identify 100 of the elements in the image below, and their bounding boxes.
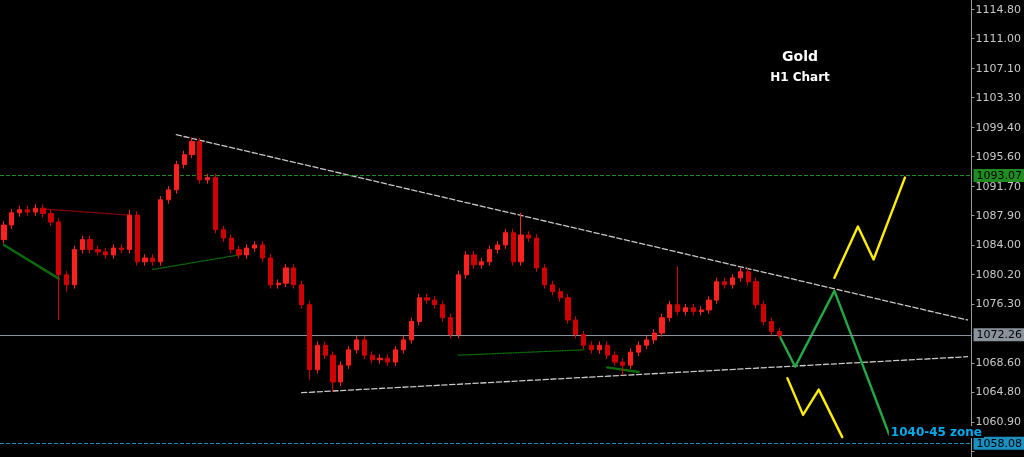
candlestick: [667, 300, 672, 323]
candlestick: [244, 243, 249, 260]
candlestick: [221, 225, 226, 243]
candlestick: [479, 257, 484, 270]
candlestick: [511, 228, 516, 267]
candlestick: [691, 303, 696, 316]
candlestick: [33, 203, 38, 217]
candlestick: [307, 300, 312, 381]
candlestick: [581, 330, 586, 350]
candlestick: [268, 253, 273, 290]
candlestick: [573, 315, 578, 339]
candlestick: [730, 273, 735, 290]
candlestick: [753, 277, 759, 309]
candlestick: [260, 240, 265, 263]
candlestick: [542, 263, 547, 290]
candlestick: [424, 293, 430, 305]
candlestick: [111, 243, 116, 260]
candlestick: [683, 303, 688, 316]
candlestick: [142, 253, 148, 267]
candlestick: [276, 278, 281, 290]
candlestick: [346, 345, 351, 370]
candlestick: [464, 250, 469, 280]
y-tick-label: 1080.20: [975, 267, 1022, 281]
candlestick: [283, 263, 289, 288]
candlestick: [135, 210, 140, 267]
y-tick-label: 1064.80: [975, 385, 1022, 399]
y-tick-label: 1099.40: [975, 120, 1022, 134]
candlestick: [652, 328, 657, 345]
candlestick: [385, 353, 390, 367]
candlestick: [87, 235, 93, 254]
candlestick: [558, 287, 563, 303]
candlestick: [150, 253, 155, 267]
candlestick: [534, 233, 539, 273]
y-tick-label: 1076.30: [975, 297, 1022, 311]
candlestick: [127, 209, 132, 254]
candlestick: [17, 205, 22, 218]
candlestick: [644, 335, 649, 350]
candlestick: [166, 185, 171, 205]
candlestick: [323, 340, 328, 360]
candlestick: [354, 335, 359, 355]
ref-line-label: 1058.08: [976, 436, 1023, 450]
candlestick: [72, 245, 77, 290]
candlestick: [659, 313, 665, 338]
candlestick: [189, 137, 195, 159]
y-tick-label: 1107.10: [975, 61, 1022, 75]
candlestick: [589, 340, 594, 355]
candlestick: [362, 335, 367, 360]
candlestick: [565, 293, 571, 325]
candlestick: [722, 277, 727, 290]
candlestick: [182, 150, 187, 169]
candlestick: [56, 217, 61, 321]
candlestick: [330, 350, 336, 393]
candlestick: [769, 317, 774, 336]
candlestick: [236, 245, 242, 260]
line-series: [786, 376, 844, 439]
candlestick: [550, 280, 555, 296]
y-tick-label: 1095.60: [975, 149, 1022, 163]
text: H1 Chart: [770, 70, 831, 84]
candlestick: [40, 203, 46, 218]
candlestick: [370, 350, 375, 365]
candlestick: [714, 277, 719, 305]
candlestick: [393, 345, 398, 367]
candlestick: [417, 293, 422, 326]
candlestick: [675, 265, 680, 316]
candlestick: [526, 230, 531, 243]
candlestick: [409, 317, 414, 345]
candlestick: [197, 137, 202, 185]
candlestick: [495, 240, 500, 254]
candlestick: [174, 160, 179, 195]
candlestick: [636, 340, 641, 357]
ref-line-label: 1093.07: [976, 169, 1023, 183]
candlestick: [456, 270, 461, 339]
candlestick: [299, 280, 304, 309]
line-series: [833, 176, 907, 280]
candlestick: [377, 353, 383, 365]
candlestick: [605, 340, 610, 360]
text: Gold: [782, 48, 818, 64]
candlestick: [48, 209, 54, 227]
candlestick: [80, 235, 85, 254]
candlestick: [213, 173, 218, 234]
candlestick: [612, 350, 618, 367]
line-series: [778, 289, 891, 436]
candlestick: [64, 270, 69, 293]
candlestick: [315, 340, 320, 375]
candlestick: [597, 340, 602, 355]
candlestick: [205, 173, 210, 185]
y-tick-label: 1103.30: [975, 90, 1022, 104]
annotation: 1040-45 zone: [890, 425, 983, 439]
candlestick: [746, 267, 751, 287]
candlestick: [628, 347, 633, 370]
y-tick-label: 1114.80: [975, 2, 1022, 16]
y-tick-label: 1111.00: [975, 31, 1022, 45]
candlestick: [448, 313, 453, 339]
candlestick: [699, 305, 704, 316]
candlestick: [252, 240, 257, 253]
candlestick: [338, 360, 343, 387]
candlestick: [620, 357, 625, 376]
candlestick: [503, 228, 508, 250]
candlestick: [9, 208, 14, 230]
candlestick: [229, 233, 234, 254]
